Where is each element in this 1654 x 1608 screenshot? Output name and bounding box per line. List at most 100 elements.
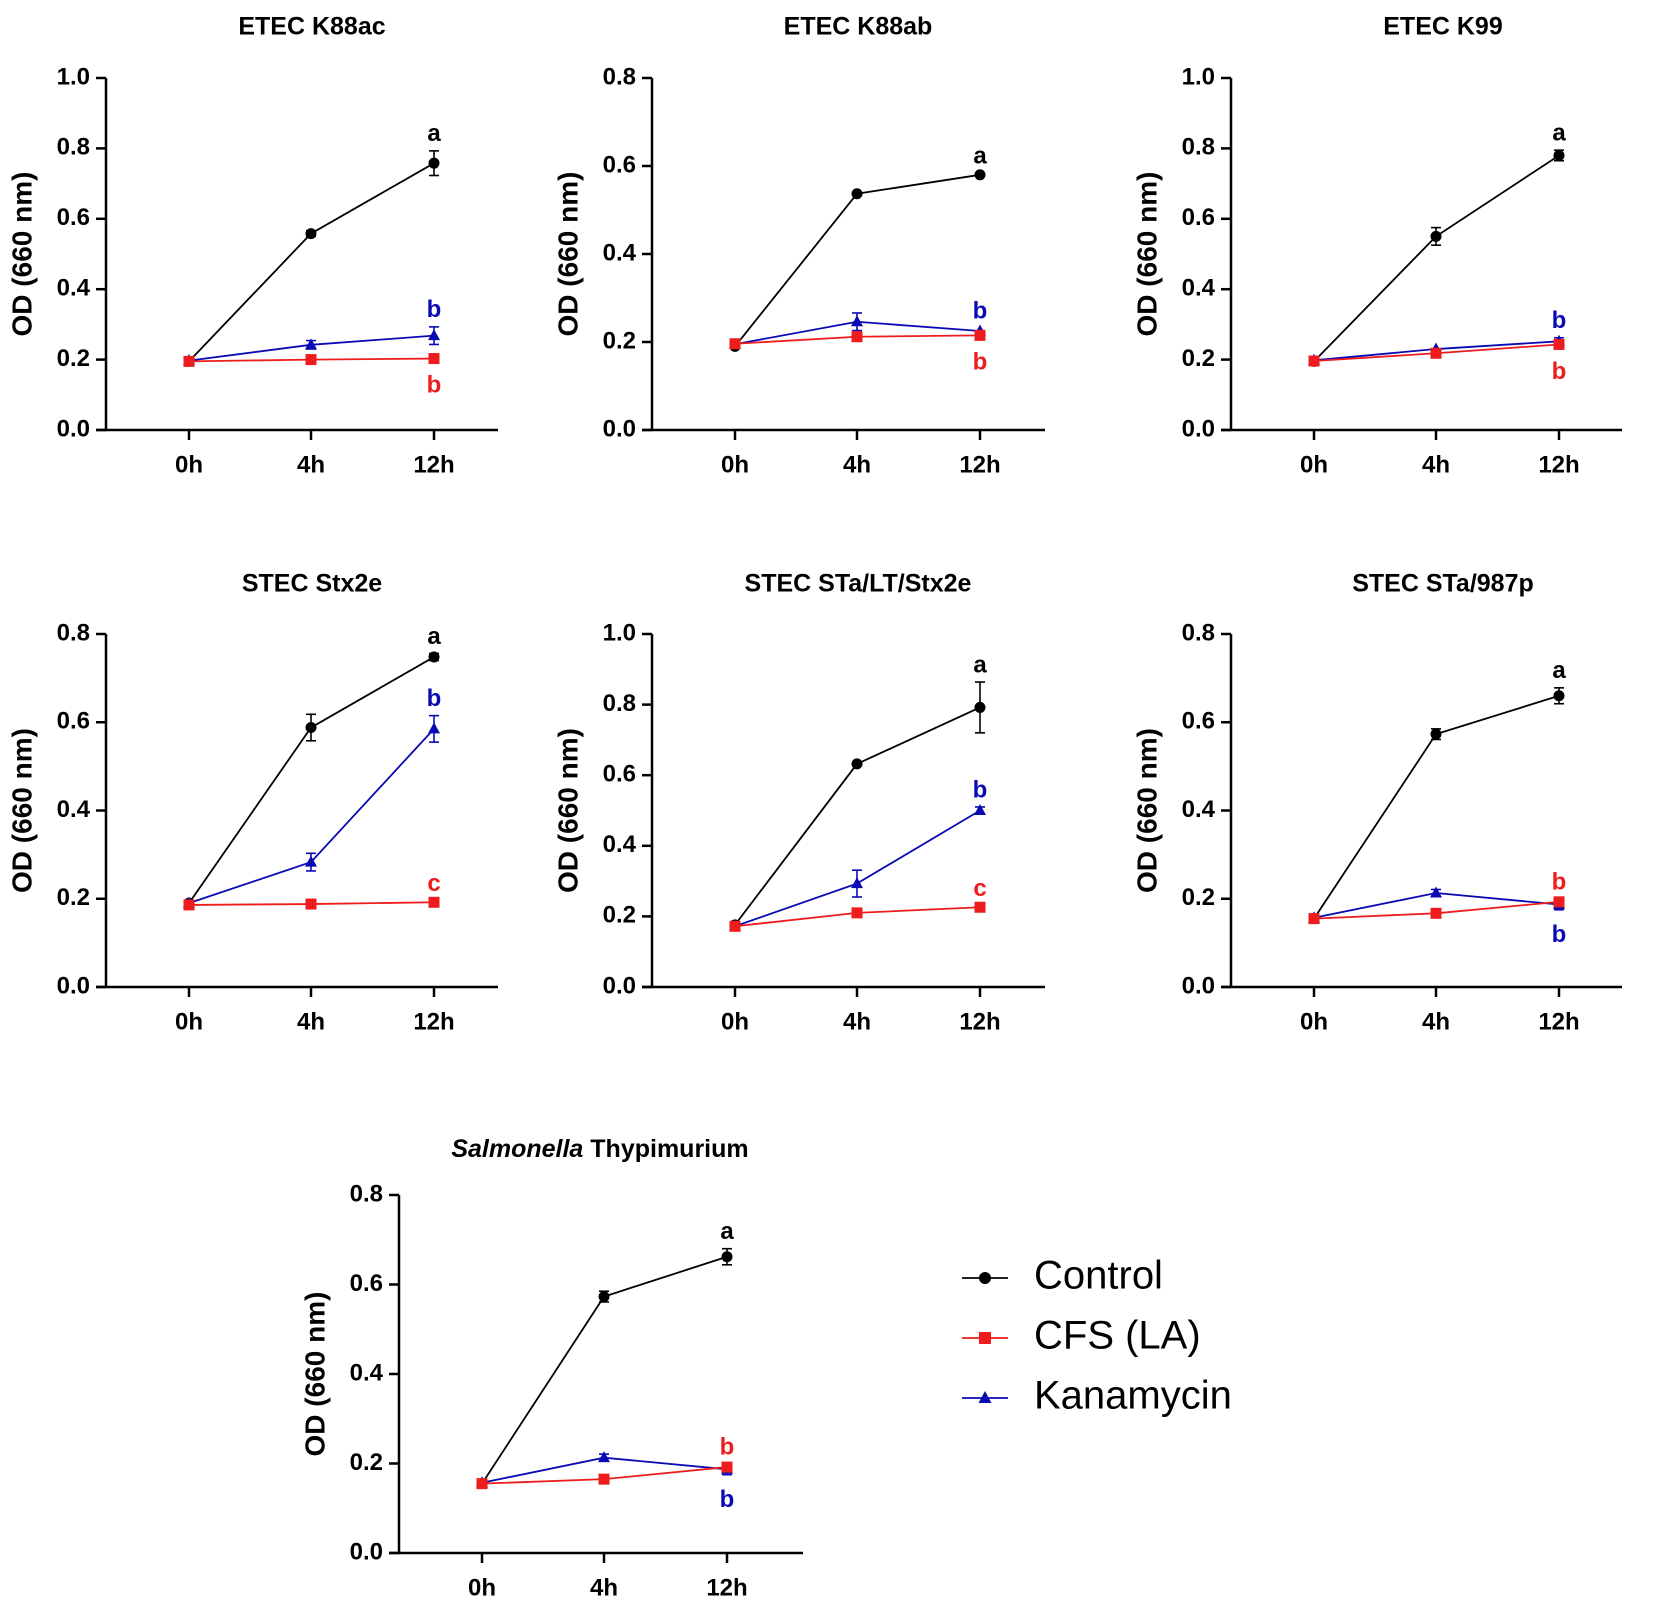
significance-letter: c bbox=[427, 870, 440, 897]
y-tick-label: 0.4 bbox=[1182, 275, 1216, 302]
series-cfs-la bbox=[729, 901, 986, 932]
series-cfs-la bbox=[1308, 896, 1565, 925]
significance-letter: a bbox=[1552, 120, 1566, 147]
data-point bbox=[721, 1461, 733, 1473]
significance-letter: a bbox=[1552, 657, 1566, 684]
chart-title-rest: Thypimurium bbox=[583, 1135, 748, 1163]
y-tick-label: 0.0 bbox=[57, 415, 90, 442]
significance-letter: b bbox=[1552, 307, 1567, 334]
data-point bbox=[1430, 230, 1442, 242]
y-tick-label: 0.2 bbox=[1182, 884, 1215, 911]
data-point bbox=[428, 329, 440, 341]
chart-title: STEC Stx2e bbox=[242, 570, 382, 598]
y-tick-label: 0.0 bbox=[603, 415, 636, 442]
data-point bbox=[305, 722, 317, 734]
y-tick-label: 0.2 bbox=[603, 902, 636, 929]
y-tick-label: 0.8 bbox=[603, 63, 636, 90]
data-point bbox=[974, 901, 986, 913]
y-tick-label: 0.0 bbox=[1182, 415, 1215, 442]
y-tick-label: 0.2 bbox=[57, 345, 90, 372]
data-point bbox=[721, 1251, 733, 1263]
y-tick-label: 0.2 bbox=[603, 327, 636, 354]
data-point bbox=[851, 331, 863, 343]
data-point bbox=[974, 701, 986, 713]
chart-panel-4: STEC Stx2e 0.0 0.2 0.4 0.6 0.8 0h 4h 12h OD (660 … bbox=[6, 570, 498, 1035]
y-tick-label: 0.2 bbox=[1182, 345, 1215, 372]
series-line bbox=[188, 728, 435, 905]
data-point bbox=[851, 315, 863, 327]
significance-letter: b bbox=[1552, 921, 1567, 948]
x-tick-label: 12h bbox=[959, 451, 1000, 478]
series-cfs-la bbox=[183, 353, 440, 367]
data-point bbox=[428, 353, 440, 365]
significance-letter: b bbox=[427, 296, 442, 323]
x-tick-label: 4h bbox=[843, 1008, 871, 1035]
data-point bbox=[1553, 149, 1565, 161]
y-tick-label: 0.0 bbox=[350, 1538, 383, 1565]
significance-letter: b bbox=[973, 298, 988, 325]
y-tick-label: 0.4 bbox=[57, 275, 91, 302]
x-tick-label: 0h bbox=[721, 1008, 749, 1035]
chart-panel-6: STEC STa/987p 0.0 0.2 0.4 0.6 0.8 0h 4h 12h OD (6… bbox=[1131, 570, 1622, 1035]
chart-panel-7: Salmonella Thypimurium 0.0 0.2 0.4 0.6 0.8 0h 4… bbox=[299, 1135, 803, 1601]
data-point bbox=[305, 855, 317, 867]
y-tick-label: 0.4 bbox=[1182, 796, 1216, 823]
significance-letter: b bbox=[973, 349, 988, 376]
x-tick-label: 0h bbox=[721, 451, 749, 478]
x-tick-label: 4h bbox=[843, 451, 871, 478]
significance-letter: a bbox=[427, 120, 441, 147]
legend-marker bbox=[978, 1391, 992, 1403]
data-point bbox=[1308, 355, 1320, 367]
chart-title: ETEC K99 bbox=[1383, 13, 1502, 41]
series-cfs-la bbox=[183, 896, 440, 911]
y-tick-label: 0.4 bbox=[603, 831, 637, 858]
chart-title: ETEC K88ac bbox=[238, 13, 385, 41]
y-axis-label: OD (660 nm) bbox=[6, 728, 37, 893]
y-tick-label: 0.0 bbox=[1182, 972, 1215, 999]
data-point bbox=[729, 338, 741, 350]
x-tick-label: 12h bbox=[413, 451, 454, 478]
legend-item-kanamycin: Kanamycin bbox=[962, 1374, 1232, 1418]
y-tick-label: 1.0 bbox=[1182, 63, 1215, 90]
y-tick-label: 0.8 bbox=[57, 619, 90, 646]
significance-letter: b bbox=[720, 1434, 735, 1461]
significance-letter: b bbox=[427, 685, 442, 712]
legend-label: CFS (LA) bbox=[1034, 1314, 1201, 1358]
y-tick-label: 0.2 bbox=[350, 1449, 383, 1476]
data-point bbox=[1430, 347, 1442, 359]
y-tick-label: 1.0 bbox=[603, 619, 636, 646]
x-tick-label: 12h bbox=[1538, 451, 1579, 478]
data-point bbox=[851, 758, 863, 770]
x-tick-label: 4h bbox=[297, 1008, 325, 1035]
significance-letter: a bbox=[973, 142, 987, 169]
legend-marker bbox=[979, 1272, 991, 1284]
x-tick-label: 4h bbox=[1422, 451, 1450, 478]
data-point bbox=[183, 899, 195, 911]
data-point bbox=[974, 329, 986, 341]
y-axis-label: OD (660 nm) bbox=[1131, 172, 1162, 337]
series-kanamycin bbox=[183, 714, 440, 908]
x-tick-label: 4h bbox=[590, 1574, 618, 1601]
significance-letter: b bbox=[720, 1486, 735, 1513]
chart-title: Salmonella Thypimurium bbox=[451, 1135, 748, 1163]
data-point bbox=[305, 228, 317, 240]
data-point bbox=[428, 651, 440, 663]
y-tick-label: 0.2 bbox=[57, 884, 90, 911]
data-point bbox=[974, 169, 986, 181]
y-tick-label: 0.0 bbox=[57, 972, 90, 999]
x-tick-label: 0h bbox=[175, 1008, 203, 1035]
y-axis-label: OD (660 nm) bbox=[552, 172, 583, 337]
data-point bbox=[598, 1291, 610, 1303]
chart-title: ETEC K88ab bbox=[784, 13, 933, 41]
x-tick-label: 0h bbox=[468, 1574, 496, 1601]
data-point bbox=[428, 157, 440, 169]
data-point bbox=[1308, 913, 1320, 925]
significance-letter: a bbox=[720, 1218, 734, 1245]
significance-letter: c bbox=[973, 875, 986, 902]
series-control bbox=[1308, 149, 1565, 367]
significance-letter: b bbox=[427, 371, 442, 398]
chart-title: STEC STa/987p bbox=[1352, 570, 1534, 598]
y-tick-label: 0.8 bbox=[1182, 134, 1215, 161]
series-control bbox=[183, 150, 440, 367]
